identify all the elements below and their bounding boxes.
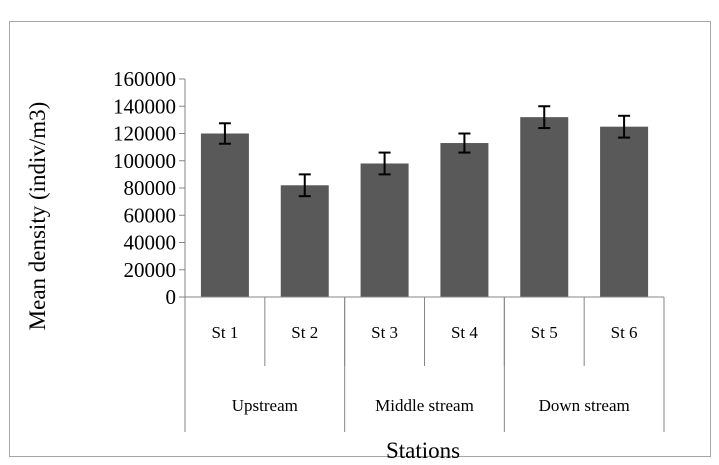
category-label: St 4 [451,323,478,342]
category-label: St 5 [531,323,558,342]
bar [600,127,648,297]
category-label: St 2 [291,323,318,342]
category-label: St 6 [611,323,638,342]
bar [440,143,488,297]
category-label: St 3 [371,323,398,342]
y-tick-label: 20000 [124,258,177,282]
y-axis-title: Mean density (indiv/m3) [25,102,50,331]
group-label: Middle stream [375,396,474,415]
x-axis-title: Stations [386,438,460,463]
y-tick-label: 80000 [124,176,177,200]
y-tick-label: 160000 [113,67,176,91]
bars [201,117,648,297]
group-label: Down stream [539,396,630,415]
bar [201,134,249,298]
bar [281,185,329,297]
y-tick-labels: 0 20000 40000 60000 80000 100000 120000 140000 1… [113,67,176,309]
bar [520,117,568,297]
y-tick-label: 100000 [113,149,176,173]
y-tick-label: 60000 [124,203,177,227]
y-tick-label: 120000 [113,122,176,146]
bar [361,163,409,297]
group-label: Upstream [232,396,298,415]
category-label: St 1 [211,323,238,342]
category-axis: St 1 St 2 St 3 St 4 St 5 St 6 Upstream Middle s… [185,297,664,432]
y-ticks [179,79,185,297]
y-tick-label: 40000 [124,231,177,255]
y-tick-label: 140000 [113,94,176,118]
y-tick-label: 0 [166,285,177,309]
error-bars [219,106,630,196]
